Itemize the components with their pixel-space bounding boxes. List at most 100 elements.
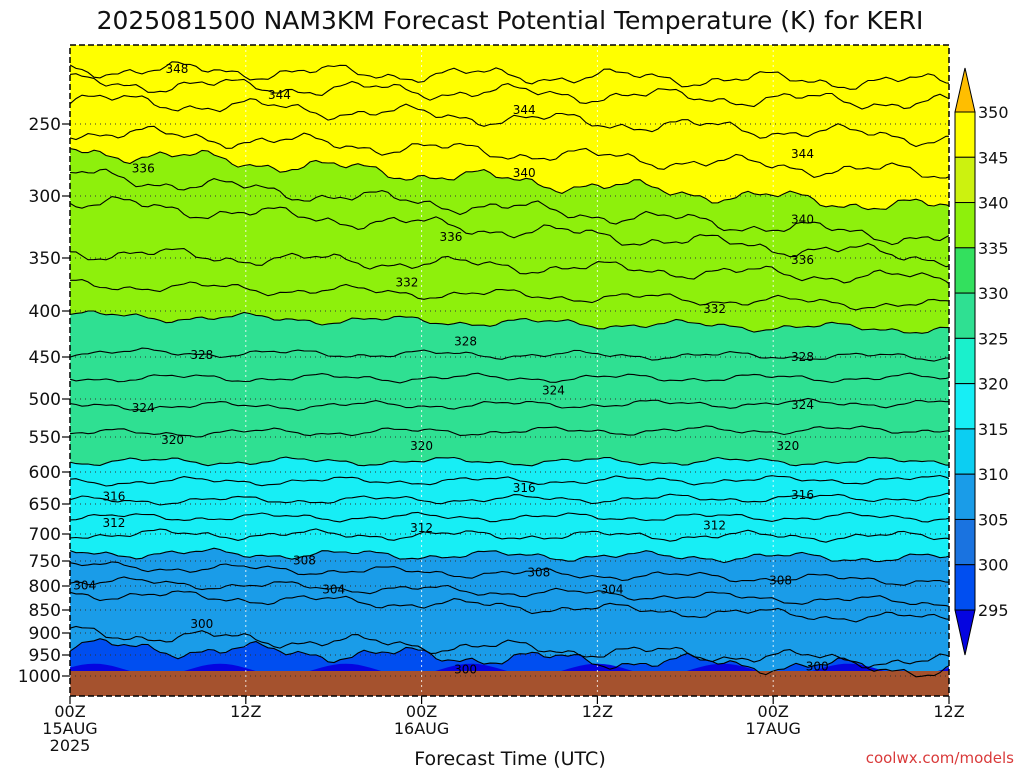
colorbar-tick-label: 340 [978, 194, 1009, 213]
contour-label: 340 [513, 166, 536, 180]
contour-label: 332 [395, 275, 418, 289]
x-tick-label: 12Z [933, 702, 964, 721]
contour-label: 320 [776, 439, 799, 453]
y-tick-label: 350 [29, 249, 61, 269]
isentrope-310 [69, 547, 950, 564]
isentrope-336 [69, 196, 950, 268]
y-tick-label: 500 [29, 390, 61, 410]
contour-label: 304 [73, 579, 96, 593]
y-tick-label: 1000 [18, 667, 61, 687]
colorbar-tick-label: 330 [978, 284, 1009, 303]
isentrope-312 [69, 528, 950, 543]
isentrope-314 [69, 511, 950, 523]
contour-label: 316 [791, 488, 814, 502]
y-tick-label: 650 [29, 495, 61, 515]
colorbar-box [954, 383, 976, 430]
y-tick-label: 700 [29, 525, 61, 545]
grid [69, 45, 950, 696]
contour-labels: 348 344 336 344 340 336 332 328 328 324 324 320 320 3… [73, 62, 829, 677]
contour-label: 320 [410, 439, 433, 453]
below-ground [70, 671, 949, 696]
y-tick-label: 550 [29, 428, 61, 448]
y-tick-label: 250 [29, 115, 61, 135]
contour-label: 312 [102, 516, 125, 530]
chart-title: 2025081500 NAM3KM Forecast Potential Tem… [97, 6, 924, 35]
y-tick-label: 850 [29, 601, 61, 621]
x-tick-label: 16AUG [394, 719, 449, 738]
colorbar-tick-label: 310 [978, 465, 1009, 484]
isentrope-346 [69, 73, 950, 110]
isentrope-344 [69, 94, 949, 148]
x-tick-label: 00Z [406, 702, 437, 721]
x-tick-label: 12Z [230, 702, 261, 721]
contour-label: 300 [806, 659, 829, 673]
isentrope-318 [69, 474, 950, 487]
x-tick-label: 15AUG [42, 719, 97, 738]
contour-label: 304 [601, 582, 624, 596]
colorbar-box [954, 564, 976, 611]
isentrope-306 [69, 576, 950, 607]
isentrope-326 [69, 372, 950, 384]
credit-text: coolwx.com/models [866, 749, 1014, 767]
isentrope-320 [69, 456, 950, 467]
x-axis-label: Forecast Time (UTC) [414, 748, 605, 768]
isentrope-328 [69, 347, 949, 362]
colorbar-tick-label: 305 [978, 510, 1009, 529]
colorbar-tick-label: 345 [978, 148, 1009, 167]
y-tick-label: 900 [29, 624, 61, 644]
isentrope-304 [69, 590, 950, 623]
contour-label: 340 [791, 213, 814, 227]
y-tick-label: 800 [29, 577, 61, 597]
contour-label: 328 [190, 348, 213, 362]
y-tick-label: 950 [29, 646, 61, 666]
contour-label: 324 [132, 401, 155, 415]
colorbar-box [954, 473, 976, 520]
colorbar-tick-label: 325 [978, 329, 1009, 348]
y-tick-label: 600 [29, 463, 61, 483]
contour-label: 328 [791, 350, 814, 364]
colorbar-box [954, 428, 976, 475]
contour-lines [69, 61, 950, 678]
y-tick-label: 300 [29, 187, 61, 207]
colorbar-tick-label: 300 [978, 556, 1009, 575]
isentrope-322 [69, 425, 950, 438]
isentrope-340 [69, 148, 950, 211]
isentrope-342 [69, 125, 950, 179]
y-tick-label: 750 [29, 552, 61, 572]
y-tick-label: 400 [29, 302, 61, 322]
isentrope-316 [69, 492, 950, 506]
contour-fill [70, 45, 949, 697]
x-tick-label: 12Z [582, 702, 613, 721]
isentrope-302 [69, 625, 950, 669]
isentrope-330 [69, 310, 949, 334]
colorbar-arrow-top [954, 67, 976, 113]
colorbar-box [954, 292, 976, 339]
contour-label: 324 [791, 398, 814, 412]
contour-label: 308 [769, 574, 792, 588]
isentrope-300 [69, 638, 950, 678]
contour-label: 324 [542, 384, 565, 398]
contour-label: 348 [165, 62, 188, 76]
isentrope-338 [69, 168, 950, 246]
contour-label: 332 [703, 302, 726, 316]
x-tick-label: 17AUG [745, 719, 800, 738]
colorbar: 350 345 340 335 330 325 320 315 310 305 300 295 [954, 67, 1009, 656]
contour-label: 300 [190, 617, 213, 631]
isentrope-348 [69, 61, 950, 90]
contour-label: 336 [439, 230, 462, 244]
contour-label: 316 [102, 489, 125, 503]
colorbar-box [954, 202, 976, 249]
colorbar-arrow-bottom [954, 609, 976, 656]
contour-label: 344 [791, 147, 814, 161]
colorbar-box [954, 111, 976, 158]
contour-label: 344 [513, 103, 536, 117]
colorbar-box [954, 337, 976, 385]
x-tick-label: 00Z [758, 702, 789, 721]
isentrope-324 [69, 397, 949, 411]
contour-label: 336 [132, 162, 155, 176]
contour-label: 312 [703, 519, 726, 533]
y-axis: 250 300 350 400 450 500 550 600 650 700 750 800 850 9… [18, 115, 70, 687]
isentrope-332 [70, 279, 950, 311]
